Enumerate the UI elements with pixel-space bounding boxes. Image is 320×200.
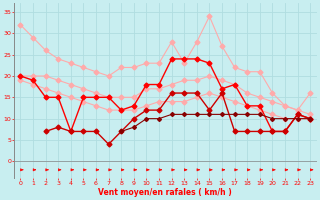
X-axis label: Vent moyen/en rafales ( km/h ): Vent moyen/en rafales ( km/h ) xyxy=(99,188,232,197)
